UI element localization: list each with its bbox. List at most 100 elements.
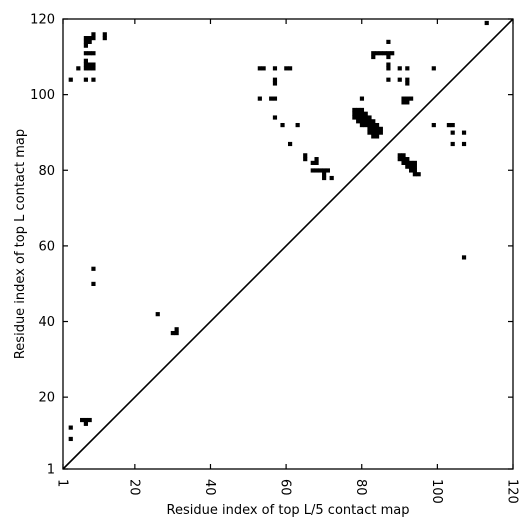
contact-point bbox=[83, 77, 88, 82]
contact-point bbox=[288, 66, 293, 71]
contact-point bbox=[272, 96, 278, 101]
contact-point bbox=[359, 122, 365, 128]
contact-point bbox=[371, 134, 376, 139]
contact-point bbox=[401, 160, 406, 165]
contact-point bbox=[412, 164, 417, 169]
contact-point bbox=[314, 160, 319, 165]
y-tick-label: 1 bbox=[47, 463, 55, 478]
contact-point bbox=[401, 96, 406, 101]
contact-point bbox=[374, 130, 380, 135]
contact-point bbox=[371, 119, 376, 124]
contact-point bbox=[374, 51, 380, 56]
y-axis-title: Residue index of top L contact map bbox=[13, 129, 28, 359]
contact-point bbox=[431, 122, 436, 128]
contact-point bbox=[386, 66, 391, 71]
contact-point bbox=[397, 66, 402, 71]
contact-point bbox=[382, 51, 387, 56]
contact-point bbox=[412, 168, 417, 173]
x-tick-label: 60 bbox=[278, 479, 293, 496]
contact-point bbox=[83, 43, 88, 48]
contact-point bbox=[322, 175, 327, 181]
contact-point bbox=[401, 153, 406, 158]
contact-point bbox=[87, 51, 92, 56]
contact-point bbox=[322, 168, 327, 173]
contact-point bbox=[386, 39, 391, 44]
contact-point bbox=[83, 417, 88, 423]
x-tick-label: 1 bbox=[54, 479, 69, 487]
contact-point bbox=[314, 157, 319, 162]
contact-point bbox=[87, 39, 92, 44]
contact-point bbox=[412, 172, 417, 177]
contact-point bbox=[76, 66, 81, 71]
contact-point bbox=[359, 111, 365, 116]
contact-point bbox=[374, 122, 380, 128]
contact-point bbox=[367, 126, 372, 131]
contact-point bbox=[83, 58, 88, 63]
contact-point bbox=[356, 119, 361, 124]
contact-point bbox=[303, 157, 308, 162]
contact-point bbox=[363, 111, 368, 116]
contact-point bbox=[371, 126, 376, 131]
contact-point bbox=[401, 157, 406, 162]
contact-point bbox=[386, 62, 391, 67]
contact-point bbox=[359, 119, 365, 124]
contact-point bbox=[91, 266, 96, 271]
contact-point bbox=[363, 119, 368, 124]
contact-point bbox=[371, 130, 376, 135]
x-axis-title: Residue index of top L/5 contact map bbox=[167, 503, 410, 518]
contact-point bbox=[371, 122, 376, 128]
contact-point bbox=[356, 115, 361, 120]
contact-point bbox=[91, 66, 96, 71]
contact-point bbox=[314, 168, 319, 173]
contact-point bbox=[367, 115, 372, 120]
contact-point bbox=[261, 66, 266, 71]
contact-point bbox=[80, 417, 85, 423]
contact-point bbox=[386, 77, 391, 82]
contact-point bbox=[174, 330, 179, 336]
contact-point bbox=[359, 96, 365, 101]
contact-point bbox=[405, 164, 410, 169]
contact-point bbox=[155, 312, 160, 317]
contact-point bbox=[91, 32, 96, 37]
contact-point bbox=[367, 119, 372, 124]
contact-point bbox=[397, 157, 402, 162]
contact-point bbox=[83, 66, 88, 71]
contact-point bbox=[405, 157, 410, 162]
contact-point bbox=[329, 175, 334, 181]
contact-point bbox=[272, 81, 278, 86]
contact-point bbox=[374, 126, 380, 131]
contact-point bbox=[378, 126, 383, 131]
contact-point bbox=[356, 111, 361, 116]
contact-point bbox=[68, 436, 73, 442]
contact-point bbox=[83, 39, 88, 44]
y-tick-label: 20 bbox=[38, 391, 55, 406]
contact-point bbox=[367, 130, 372, 135]
contact-point bbox=[405, 96, 410, 101]
contact-point bbox=[446, 122, 451, 128]
contact-point bbox=[450, 141, 455, 147]
contact-point bbox=[409, 160, 414, 165]
contact-point bbox=[174, 327, 179, 332]
contact-point bbox=[405, 77, 410, 82]
contact-point bbox=[280, 122, 285, 128]
contact-point bbox=[352, 107, 357, 113]
contact-point bbox=[386, 51, 391, 56]
x-tick-label: 100 bbox=[429, 479, 444, 504]
contact-point bbox=[416, 172, 421, 177]
x-tick-label: 20 bbox=[126, 479, 141, 496]
contact-point bbox=[461, 255, 467, 260]
contact-point bbox=[450, 130, 455, 135]
x-axis-ticks: 1 20 40 60 80 100 120 bbox=[54, 19, 519, 504]
contact-point bbox=[461, 141, 467, 147]
contact-point bbox=[359, 115, 365, 120]
y-tick-label: 40 bbox=[38, 315, 55, 330]
contact-point bbox=[397, 77, 402, 82]
contact-point bbox=[405, 100, 410, 105]
contact-point bbox=[68, 77, 73, 82]
contact-point bbox=[386, 54, 391, 60]
y-tick-label: 120 bbox=[30, 13, 55, 28]
contact-point bbox=[269, 96, 274, 101]
contact-point bbox=[397, 153, 402, 158]
